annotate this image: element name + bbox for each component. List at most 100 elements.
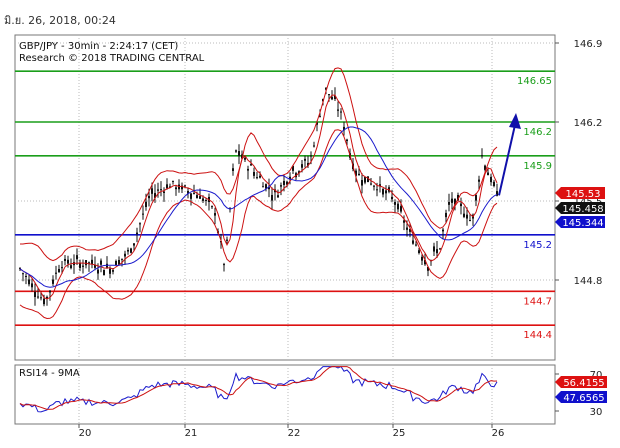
candle-body [61, 267, 63, 269]
candle-body [154, 193, 156, 198]
candle-body [370, 183, 372, 185]
candle-body [85, 260, 87, 266]
rsi-tag-box [555, 391, 607, 403]
candle-body [133, 243, 135, 246]
candle-body [34, 291, 36, 298]
projection-arrow-line [498, 124, 516, 196]
candle-body [496, 191, 498, 196]
rsi-title: RSI14 - 9MA [19, 368, 80, 379]
candle-body [340, 111, 342, 113]
candle-body [322, 98, 324, 102]
candle-body [19, 268, 21, 270]
bollinger-lower-line [19, 129, 498, 320]
candle-body [397, 203, 399, 210]
candle-body [355, 170, 357, 176]
candle-body [184, 185, 186, 187]
candle-body [67, 259, 69, 264]
price-tag-box [555, 216, 605, 228]
rsi-plot-frame [14, 364, 556, 425]
candle-body [235, 150, 237, 152]
candle-body [166, 184, 168, 189]
price-tick-label: 146.2 [574, 118, 603, 129]
candle-body [436, 249, 438, 254]
price-tag-box [555, 187, 605, 199]
candle-body [274, 189, 276, 193]
candle-body [478, 179, 480, 182]
price-tick-label: 146.9 [574, 39, 603, 50]
candle-body [361, 180, 363, 186]
candle-body [202, 198, 204, 201]
price-tag-box [555, 202, 605, 214]
candle-body [94, 264, 96, 268]
candle-body [379, 184, 381, 187]
candle-body [403, 220, 405, 223]
level-label: 146.2 [523, 127, 552, 138]
candle-body [40, 297, 42, 299]
candle-body [382, 188, 384, 195]
candle-body [190, 193, 192, 199]
candle-body [475, 194, 477, 201]
level-label: 146.65 [517, 76, 552, 87]
candle-body [52, 279, 54, 284]
candle-body [448, 201, 450, 205]
candle-body [97, 269, 99, 274]
chart-subtitle: Research © 2018 TRADING CENTRAL [19, 53, 205, 64]
candle-body [358, 173, 360, 176]
candle-body [121, 258, 123, 260]
candle-body [82, 265, 84, 267]
candle-body [394, 202, 396, 205]
candle-body [481, 155, 483, 157]
candle-body [460, 203, 462, 207]
candle-body [46, 296, 48, 299]
candle-body [193, 192, 195, 194]
rsi-ma-line [19, 366, 498, 410]
candle-body [175, 187, 177, 190]
candle-body [334, 95, 336, 99]
candle-body [253, 171, 255, 176]
main-labels: 146.65 146.2 145.9 145.2 144.7 144.4 [498, 76, 552, 341]
candle-body [157, 189, 159, 191]
candle-body [205, 200, 207, 202]
candle-body [247, 168, 249, 171]
candle-body [328, 94, 330, 96]
candle-body [142, 213, 144, 215]
candle-body [241, 154, 243, 159]
candle-body [487, 172, 489, 176]
candle-body [406, 227, 408, 230]
candle-body [28, 279, 30, 285]
moving-average-line [19, 126, 498, 288]
candle-body [25, 276, 27, 278]
rsi-tag-box [555, 376, 607, 388]
timestamp: มิ.ย. 26, 2018, 00:24 [4, 14, 116, 27]
candle-body [427, 266, 429, 271]
candle-body [160, 189, 162, 191]
level-label: 145.2 [523, 240, 552, 251]
candle-body [268, 187, 270, 190]
candle-body [31, 283, 33, 288]
candle-body [271, 194, 273, 201]
level-label: 145.9 [523, 161, 552, 172]
time-tick-label: 26 [492, 428, 505, 439]
time-tick-label: 21 [185, 428, 198, 439]
candle-body [88, 262, 90, 264]
candle-body [385, 190, 387, 194]
price-tick-label: 144.8 [574, 276, 603, 287]
candle-body [226, 239, 228, 241]
candle-body [457, 194, 459, 201]
candle-body [262, 186, 264, 188]
candle-body [445, 212, 447, 218]
candle-body [439, 248, 441, 250]
candle-body [454, 199, 456, 205]
candle-body [136, 232, 138, 234]
candle-body [484, 165, 486, 170]
candle-body [337, 109, 339, 111]
candle-body [493, 181, 495, 187]
candle-body [76, 255, 78, 260]
candle-body [316, 122, 318, 125]
candle-body [37, 296, 39, 298]
projection-arrowhead [509, 112, 521, 129]
candle-body [289, 176, 291, 180]
candle-body [415, 244, 417, 246]
main-series [19, 67, 498, 320]
